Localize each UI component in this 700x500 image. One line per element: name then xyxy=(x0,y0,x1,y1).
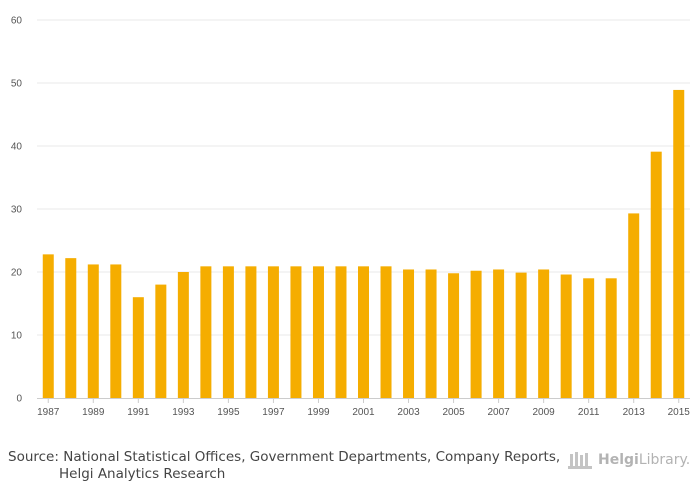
y-tick-label: 0 xyxy=(16,394,22,405)
bars xyxy=(42,89,685,399)
bar-1993 xyxy=(177,272,189,398)
x-tick-label: 2013 xyxy=(623,407,646,418)
x-tick-label: 1993 xyxy=(172,407,195,418)
gridlines xyxy=(37,19,690,336)
bar-1988 xyxy=(65,258,77,398)
x-tick-label: 2005 xyxy=(442,407,465,418)
bar-2002 xyxy=(380,266,392,398)
y-tick-label: 40 xyxy=(11,142,23,153)
y-tick-label: 50 xyxy=(11,79,23,90)
x-tick-label: 1995 xyxy=(217,407,240,418)
logo-suffix: Library. xyxy=(638,452,691,468)
x-tick-label: 2009 xyxy=(533,407,556,418)
source-note: Source: National Statistical Offices, Go… xyxy=(8,449,560,483)
source-prefix: Source: xyxy=(8,449,59,465)
bar-2000 xyxy=(335,266,347,398)
bar-1997 xyxy=(267,266,279,398)
x-tick-label: 1999 xyxy=(307,407,330,418)
x-tick-label: 2003 xyxy=(397,407,420,418)
bar-2008 xyxy=(515,272,527,398)
bar-2005 xyxy=(448,273,460,398)
bar-1996 xyxy=(245,266,257,398)
bar-2012 xyxy=(605,278,617,398)
bar-1999 xyxy=(312,266,324,398)
library-icon xyxy=(568,452,592,469)
bar-1990 xyxy=(110,264,122,398)
bar-2009 xyxy=(538,269,550,398)
x-tick-label: 1989 xyxy=(82,407,105,418)
bar-1989 xyxy=(87,264,99,398)
bar-1991 xyxy=(132,297,144,398)
bar-1992 xyxy=(155,284,167,398)
x-tick-label: 2001 xyxy=(352,407,375,418)
logo-brand: Helgi xyxy=(598,452,639,468)
bar-2011 xyxy=(583,278,595,398)
bar-2007 xyxy=(493,269,505,398)
bar-1987 xyxy=(42,254,54,398)
x-tick-label: 2011 xyxy=(578,407,600,418)
y-tick-label: 30 xyxy=(11,205,23,216)
x-tick-label: 1987 xyxy=(37,407,60,418)
x-axis-ticks: 1987 1989 1991 1993 1995 1997 1999 2001 2003 2005… xyxy=(37,398,690,418)
bar-2014 xyxy=(650,151,662,398)
y-tick-label: 60 xyxy=(11,16,23,27)
bar-2004 xyxy=(425,269,437,398)
helgi-library-logo: Helgi Library. xyxy=(568,449,690,471)
y-axis-ticks: 0 10 20 30 40 50 60 xyxy=(11,16,23,405)
x-tick-label: 1997 xyxy=(262,407,285,418)
bar-2006 xyxy=(470,270,482,398)
bar-2013 xyxy=(628,213,640,398)
bar-1994 xyxy=(200,266,212,398)
x-tick-label: 2015 xyxy=(668,407,691,418)
bar-1995 xyxy=(222,266,234,398)
bar-2015 xyxy=(673,89,685,399)
x-tick-label: 2007 xyxy=(487,407,510,418)
bar-2003 xyxy=(403,269,415,398)
bar-1998 xyxy=(290,266,302,398)
source-line-2: Helgi Analytics Research xyxy=(59,466,226,482)
bar-2010 xyxy=(560,274,572,398)
source-line-1: National Statistical Offices, Government… xyxy=(63,449,561,465)
y-tick-label: 20 xyxy=(11,268,23,279)
x-tick-label: 1991 xyxy=(127,407,150,418)
bar-2001 xyxy=(358,266,369,398)
y-tick-label: 10 xyxy=(11,331,23,342)
